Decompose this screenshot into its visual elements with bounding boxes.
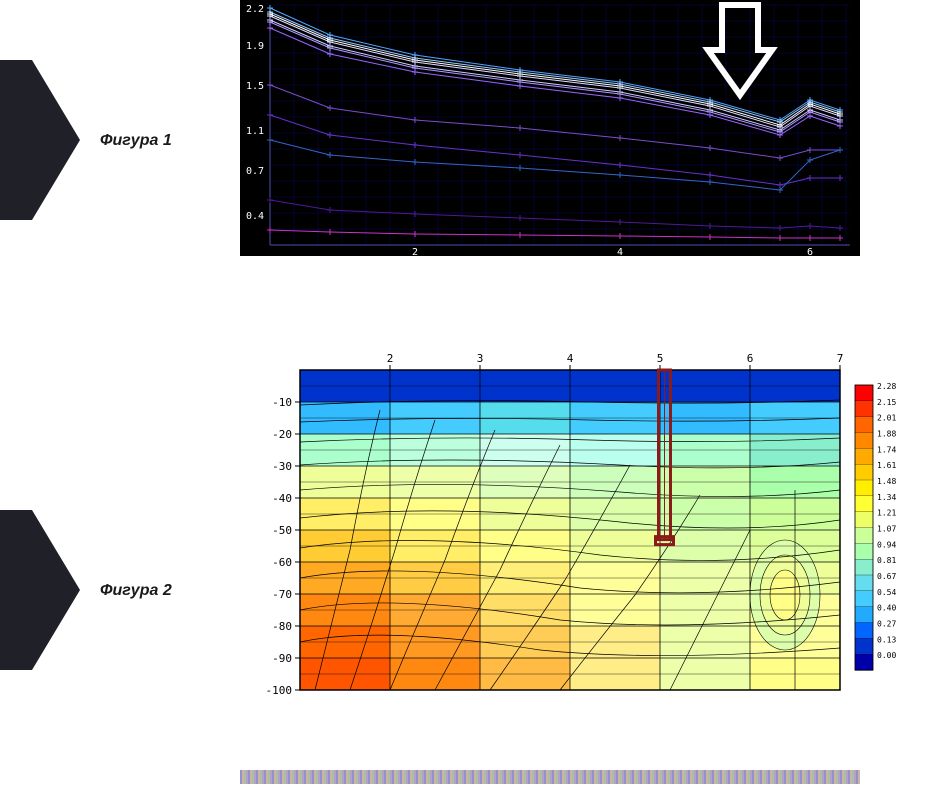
svg-text:-90: -90 — [272, 652, 292, 665]
svg-text:-30: -30 — [272, 460, 292, 473]
svg-text:4: 4 — [617, 247, 623, 256]
svg-text:-80: -80 — [272, 620, 292, 633]
svg-text:1.1: 1.1 — [246, 126, 264, 137]
svg-text:1.61: 1.61 — [877, 461, 896, 470]
figure2-label: Фигура 2 — [100, 582, 172, 600]
svg-text:-20: -20 — [272, 428, 292, 441]
svg-text:0.67: 0.67 — [877, 572, 896, 581]
svg-text:0.94: 0.94 — [877, 540, 896, 549]
noise-strip — [240, 770, 860, 784]
svg-text:2.15: 2.15 — [877, 398, 896, 407]
svg-text:6: 6 — [747, 352, 754, 365]
figure1-label: Фигура 1 — [100, 132, 172, 150]
svg-text:1.21: 1.21 — [877, 509, 896, 518]
svg-text:-60: -60 — [272, 556, 292, 569]
pentagon-marker-2 — [0, 510, 80, 670]
svg-text:5: 5 — [657, 352, 664, 365]
svg-text:0.27: 0.27 — [877, 620, 896, 629]
svg-text:4: 4 — [567, 352, 574, 365]
contour-heatmap: 2 3 4 5 6 7 -10 -20 -30 -40 -50 -60 -70 -80 -90 -100 2.2… — [240, 350, 940, 720]
svg-text:1.48: 1.48 — [877, 477, 896, 486]
svg-text:6: 6 — [807, 247, 813, 256]
svg-text:1.88: 1.88 — [877, 430, 896, 439]
svg-text:2: 2 — [387, 352, 394, 365]
svg-text:0.40: 0.40 — [877, 604, 896, 613]
svg-text:0.13: 0.13 — [877, 635, 896, 644]
svg-text:1.9: 1.9 — [246, 41, 264, 52]
svg-text:0.54: 0.54 — [877, 588, 896, 597]
svg-text:-100: -100 — [266, 684, 293, 697]
svg-text:0.7: 0.7 — [246, 166, 264, 177]
svg-text:7: 7 — [837, 352, 844, 365]
svg-text:2.01: 2.01 — [877, 414, 896, 423]
pentagon-marker-1 — [0, 60, 80, 220]
svg-text:2.2: 2.2 — [246, 4, 264, 15]
svg-text:1.34: 1.34 — [877, 493, 896, 502]
svg-text:1.74: 1.74 — [877, 445, 896, 454]
svg-text:-70: -70 — [272, 588, 292, 601]
svg-text:0.81: 0.81 — [877, 556, 896, 565]
svg-text:1.07: 1.07 — [877, 525, 896, 534]
svg-text:-50: -50 — [272, 524, 292, 537]
svg-text:-10: -10 — [272, 396, 292, 409]
svg-text:-40: -40 — [272, 492, 292, 505]
svg-text:0.00: 0.00 — [877, 651, 896, 660]
svg-text:0.4: 0.4 — [246, 211, 264, 222]
svg-text:3: 3 — [477, 352, 484, 365]
line-chart: 0.4 0.7 1.1 1.5 1.9 2.2 2 4 6 — [240, 0, 860, 256]
svg-text:1.5: 1.5 — [246, 81, 264, 92]
svg-text:2.28: 2.28 — [877, 382, 896, 391]
svg-text:2: 2 — [412, 247, 418, 256]
